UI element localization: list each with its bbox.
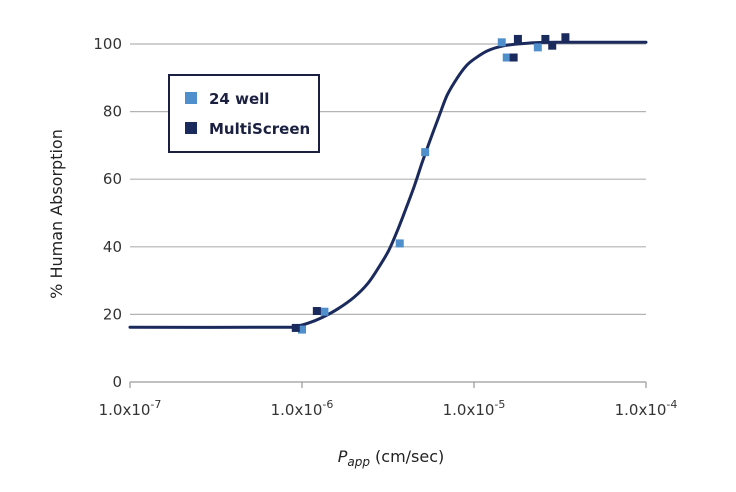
- data-point-24-well: [497, 38, 506, 47]
- y-tick-label: 0: [112, 373, 122, 391]
- y-tick-label: 20: [103, 305, 122, 323]
- y-axis-tick-labels: 0 20 40 60 80 100: [93, 35, 122, 391]
- x-axis-label-subscript: app: [347, 455, 370, 469]
- x-tick-label: 1.0x10-7: [99, 398, 162, 419]
- x-axis-tick-labels: 1.0x10-7 1.0x10-6 1.0x10-5 1.0x10-4: [99, 398, 678, 419]
- data-point-24-well: [395, 239, 404, 248]
- y-axis-label: % Human Absorption: [47, 129, 66, 299]
- y-tick-label: 60: [103, 170, 122, 188]
- legend-box: [168, 74, 320, 153]
- data-point-24-well: [533, 43, 542, 52]
- fit-curve-layer: [128, 40, 648, 329]
- x-tick-label: 1.0x10-5: [443, 398, 506, 419]
- legend-label-24-well: 24 well: [209, 90, 269, 108]
- x-axis-label-unit: (cm/sec): [370, 447, 444, 466]
- data-point-24-well: [320, 307, 329, 316]
- data-point-multiscreen: [291, 323, 300, 332]
- data-point-multiscreen: [312, 307, 321, 316]
- y-tick-label: 100: [93, 35, 122, 53]
- x-tick-label: 1.0x10-6: [271, 398, 334, 419]
- data-points-layer: [291, 33, 570, 334]
- data-point-multiscreen: [509, 53, 518, 62]
- data-point-multiscreen: [561, 33, 570, 42]
- data-point-24-well: [421, 148, 430, 157]
- data-point-multiscreen: [541, 34, 550, 43]
- x-axis-label-main: P: [338, 447, 348, 466]
- data-point-multiscreen: [548, 41, 557, 50]
- data-point-multiscreen: [513, 34, 522, 43]
- legend-label-multiscreen: MultiScreen: [209, 120, 310, 138]
- fit-curve-line: [128, 40, 648, 329]
- y-tick-label: 40: [103, 238, 122, 256]
- x-axis-label: Papp (cm/sec): [338, 447, 445, 469]
- legend-marker-multiscreen: [185, 122, 197, 134]
- data-point-24-well: [502, 53, 511, 62]
- x-tick-label: 1.0x10-4: [615, 398, 678, 419]
- legend-marker-24-well: [185, 92, 197, 104]
- y-tick-label: 80: [103, 103, 122, 121]
- data-point-24-well: [298, 325, 306, 334]
- legend: 24 well MultiScreen: [168, 74, 320, 153]
